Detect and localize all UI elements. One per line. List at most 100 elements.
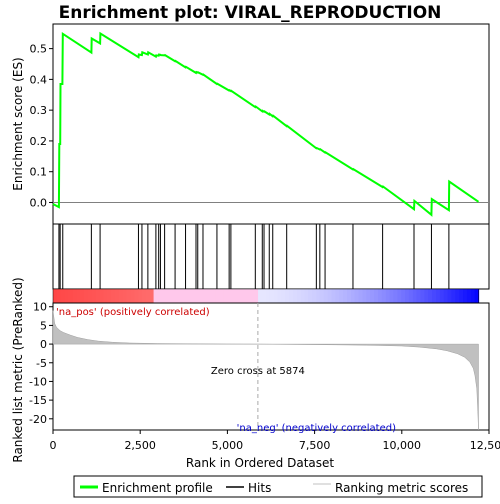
colorbar-segment — [408, 289, 414, 303]
colorbar-segment — [304, 289, 309, 303]
es-ytick-label: 0.2 — [30, 135, 48, 148]
colorbar-segment — [412, 289, 418, 303]
colorbar-segment — [111, 289, 116, 303]
colorbar-segment — [296, 289, 302, 303]
colorbar-segment — [126, 289, 131, 303]
colorbar-segment — [169, 289, 174, 303]
colorbar-segment — [385, 289, 391, 303]
colorbar-segment — [366, 289, 371, 303]
metric-ytick-label: 0 — [40, 338, 47, 351]
x-tick-label: 12,500 — [470, 439, 500, 452]
colorbar-segment — [362, 289, 367, 303]
es-ytick-label: 0.5 — [30, 43, 48, 56]
legend-label: Ranking metric scores — [335, 481, 468, 495]
colorbar-segment — [161, 289, 166, 303]
colorbar-segment — [316, 289, 321, 303]
colorbar-segment — [459, 289, 464, 303]
colorbar-segment — [118, 289, 124, 303]
colorbar-segment — [157, 289, 162, 303]
es-ytick-label: 0.0 — [30, 196, 48, 209]
colorbar-segment — [466, 289, 472, 303]
x-tick-label: 5,000 — [212, 439, 244, 452]
legend-label: Hits — [248, 481, 271, 495]
colorbar-segment — [327, 289, 333, 303]
x-tick-label: 0 — [50, 439, 57, 452]
colorbar-segment — [234, 289, 240, 303]
colorbar-segment — [192, 289, 197, 303]
colorbar-segment — [211, 289, 217, 303]
colorbar-segment — [99, 289, 104, 303]
colorbar-segment — [428, 289, 433, 303]
metric-panel-frame — [52, 302, 490, 431]
es-ylabel: Enrichment score (ES) — [11, 57, 25, 190]
colorbar-segment — [308, 289, 313, 303]
x-tick-label: 10,000 — [383, 439, 422, 452]
colorbar-segment — [242, 289, 248, 303]
colorbar-segment — [300, 289, 306, 303]
colorbar-segment — [347, 289, 352, 303]
colorbar-segment — [56, 289, 62, 303]
colorbar-segment — [443, 289, 449, 303]
ranking-metric-area — [52, 310, 479, 431]
colorbar-segment — [269, 289, 275, 303]
colorbar-segment — [470, 289, 476, 303]
colorbar-segment — [87, 289, 93, 303]
metric-ytick-label: -20 — [29, 413, 47, 426]
colorbar-segment — [227, 289, 232, 303]
hits-panel-frame — [52, 223, 490, 290]
colorbar-segment — [277, 289, 282, 303]
colorbar-segment — [354, 289, 360, 303]
legend-label: Enrichment profile — [102, 481, 213, 495]
colorbar-segment — [416, 289, 422, 303]
colorbar-segment — [285, 289, 290, 303]
colorbar-segment — [83, 289, 89, 303]
colorbar-segment — [114, 289, 120, 303]
metric-ytick-label: 5 — [40, 319, 47, 332]
colorbar-segment — [95, 289, 101, 303]
colorbar-segment — [389, 289, 395, 303]
colorbar-segment — [188, 289, 193, 303]
colorbar-segment — [60, 289, 66, 303]
colorbar-segment — [447, 289, 453, 303]
colorbar-segment — [138, 289, 143, 303]
colorbar-segment — [246, 289, 251, 303]
colorbar-segment — [323, 289, 329, 303]
chart-title: Enrichment plot: VIRAL_REPRODUCTION — [59, 3, 442, 23]
colorbar-segment — [377, 289, 383, 303]
colorbar-segment — [319, 289, 325, 303]
colorbar-segment — [343, 289, 348, 303]
colorbar-segment — [273, 289, 278, 303]
x-axis-label: Rank in Ordered Dataset — [186, 456, 334, 470]
colorbar-segment — [134, 289, 139, 303]
colorbar-segment — [435, 289, 441, 303]
colorbar-segment — [107, 289, 112, 303]
colorbar-segment — [223, 289, 228, 303]
es-ytick-label: 0.1 — [30, 166, 48, 179]
colorbar-segment — [250, 289, 255, 303]
colorbar-segment — [265, 289, 271, 303]
metric-ytick-label: -10 — [29, 375, 47, 388]
colorbar-segment — [64, 289, 70, 303]
colorbar-segment — [130, 289, 135, 303]
colorbar-segment — [149, 289, 155, 303]
colorbar-segment — [91, 289, 97, 303]
colorbar-segment — [103, 289, 108, 303]
colorbar-segment — [53, 289, 58, 303]
colorbar-segment — [424, 289, 429, 303]
metric-ylabel: Ranked list metric (PreRanked) — [11, 277, 25, 462]
colorbar-segment — [439, 289, 445, 303]
colorbar-segment — [196, 289, 201, 303]
colorbar-segment — [176, 289, 182, 303]
colorbar-segment — [405, 289, 410, 303]
colorbar-segment — [172, 289, 178, 303]
colorbar-segment — [401, 289, 406, 303]
colorbar-segment — [141, 289, 147, 303]
es-ytick-label: 0.4 — [30, 73, 48, 86]
colorbar-segment — [281, 289, 286, 303]
colorbar-segment — [203, 289, 209, 303]
colorbar-segment — [122, 289, 128, 303]
colorbar-segment — [215, 289, 220, 303]
colorbar-segment — [381, 289, 387, 303]
metric-ytick-label: -15 — [29, 394, 47, 407]
